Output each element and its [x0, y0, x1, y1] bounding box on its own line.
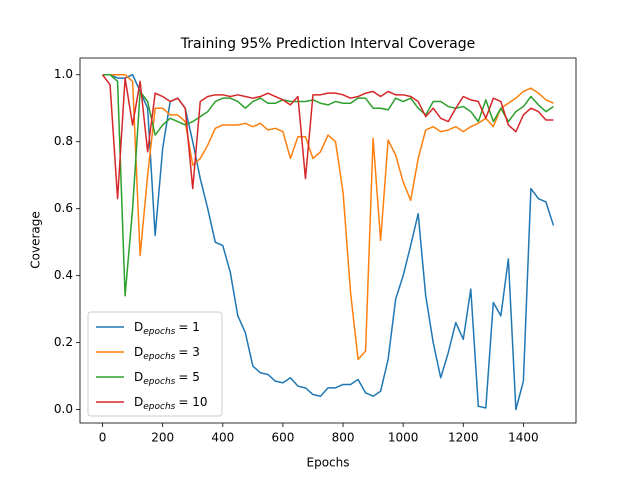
- legend-name: D: [134, 395, 143, 409]
- line: [102, 73, 554, 297]
- plot-frame: [79, 57, 577, 424]
- line: [101, 74, 554, 200]
- legend-value: = 1: [178, 320, 200, 334]
- y-axis-label: Coverage: [29, 211, 43, 269]
- x-axis-label: Epochs: [307, 456, 350, 470]
- x-tick-label: 1000: [388, 431, 419, 445]
- legend-box: [87, 311, 223, 417]
- x-tick-label: 800: [332, 431, 355, 445]
- y-tick-label: 0.6: [54, 201, 73, 215]
- chart-title: Training 95% Prediction Interval Coverag…: [180, 36, 475, 52]
- legend-name: D: [134, 370, 143, 384]
- legend-value: = 3: [178, 345, 200, 359]
- legend-subscript: epochs: [143, 377, 175, 387]
- x-tick-label: 400: [211, 431, 234, 445]
- legend-value: = 5: [178, 370, 200, 384]
- legend-label: Depochs = 10: [134, 395, 208, 412]
- y-tick-label: 0.2: [54, 335, 73, 349]
- legend-subscript: epochs: [143, 327, 175, 337]
- legend-subscript: epochs: [143, 352, 175, 362]
- y-tick-label: 0.4: [54, 268, 73, 282]
- x-tick-label: 200: [151, 431, 174, 445]
- x-tick-label: 1200: [448, 431, 479, 445]
- legend-label: Depochs = 5: [134, 370, 200, 387]
- legend-name: D: [134, 320, 143, 334]
- y-tick-label: 0.0: [54, 402, 73, 416]
- legend-value: = 10: [178, 395, 207, 409]
- x-tick-label: 0: [99, 431, 107, 445]
- line: [102, 73, 554, 361]
- legend-name: D: [134, 345, 143, 359]
- x-tick-label: 1400: [508, 431, 539, 445]
- legend-label: Depochs = 3: [134, 345, 200, 362]
- x-tick-label: 600: [271, 431, 294, 445]
- y-tick-label: 0.8: [54, 134, 73, 148]
- legend-label: Depochs = 1: [134, 320, 200, 337]
- y-tick-label: 1.0: [54, 67, 73, 81]
- legend-subscript: epochs: [143, 402, 175, 412]
